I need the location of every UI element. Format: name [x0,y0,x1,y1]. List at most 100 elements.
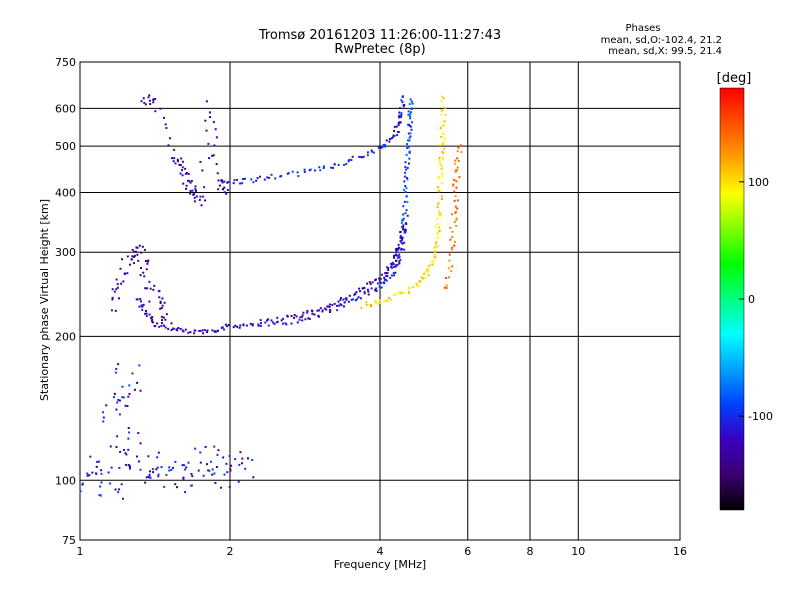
data-point [224,323,227,326]
data-point [102,416,105,419]
data-point [142,303,145,306]
data-point [448,259,451,262]
data-point [397,123,400,126]
data-point [423,272,426,275]
data-point [383,278,386,281]
data-point [187,179,190,182]
data-point [232,182,235,185]
data-point [255,179,258,182]
data-point [223,191,226,194]
data-point [139,300,142,303]
data-point [267,318,270,321]
data-point [217,188,220,191]
data-point [303,170,306,173]
data-point [385,274,388,277]
data-point [219,486,222,489]
y-tick-label: 75 [62,534,76,547]
data-point [176,329,179,332]
data-point [378,277,381,280]
data-point [257,324,260,327]
data-point [386,266,389,269]
data-point [88,474,91,477]
data-point [251,459,254,462]
data-point [307,317,310,320]
data-point [180,157,183,160]
data-point [354,292,357,295]
data-point [454,210,457,213]
data-point [259,319,262,322]
data-point [162,316,165,319]
data-point [199,329,202,332]
data-point [114,488,117,491]
data-point [126,255,129,258]
data-point [282,317,285,320]
data-point [154,97,157,100]
data-point [455,180,458,183]
data-point [308,317,311,320]
data-point [223,186,226,189]
data-point [218,184,221,187]
data-point [441,156,444,159]
data-point [313,313,316,316]
data-point [239,451,242,454]
data-point [351,155,354,158]
data-point [366,151,369,154]
data-point [128,392,131,395]
data-point [114,309,117,312]
data-point [264,321,267,324]
data-point [230,464,233,467]
data-point [452,183,455,186]
data-point [392,255,395,258]
data-point [398,256,401,259]
data-point [211,329,214,332]
data-point [145,314,148,317]
data-point [208,469,211,472]
data-point [147,455,150,458]
data-point [409,115,412,118]
data-point [441,142,444,145]
data-point [456,157,459,160]
data-point [201,329,204,332]
data-point [381,146,384,149]
data-point [145,309,148,312]
data-point [111,288,114,291]
data-point [173,148,176,151]
stats-o: mean, sd,O:-102.4, 21.2 [601,35,722,46]
data-point [393,265,396,268]
data-point [308,169,311,172]
data-point [128,263,131,266]
data-point [393,134,396,137]
data-point [121,258,124,261]
data-point [181,169,184,172]
data-point [259,175,262,178]
data-point [454,159,457,162]
data-point [199,451,202,454]
data-point [436,245,439,248]
data-point [193,332,196,335]
data-point [438,157,441,160]
data-point [408,151,411,154]
data-point [408,291,411,294]
data-point [152,321,155,324]
data-point [437,201,440,204]
data-point [397,243,400,246]
data-point [400,291,403,294]
data-point [384,145,387,148]
data-point [109,482,112,485]
data-point [389,276,392,279]
data-point [400,221,403,224]
data-point [118,399,121,402]
data-point [198,329,201,332]
data-point [402,224,405,227]
data-point [441,197,444,200]
data-point [81,482,84,485]
data-point [140,100,143,103]
data-point [454,162,457,165]
data-point [197,469,200,472]
data-point [319,307,322,310]
data-point [241,182,244,185]
data-point [394,253,397,256]
data-point [405,195,408,198]
data-point [323,307,326,310]
data-point [123,272,126,275]
